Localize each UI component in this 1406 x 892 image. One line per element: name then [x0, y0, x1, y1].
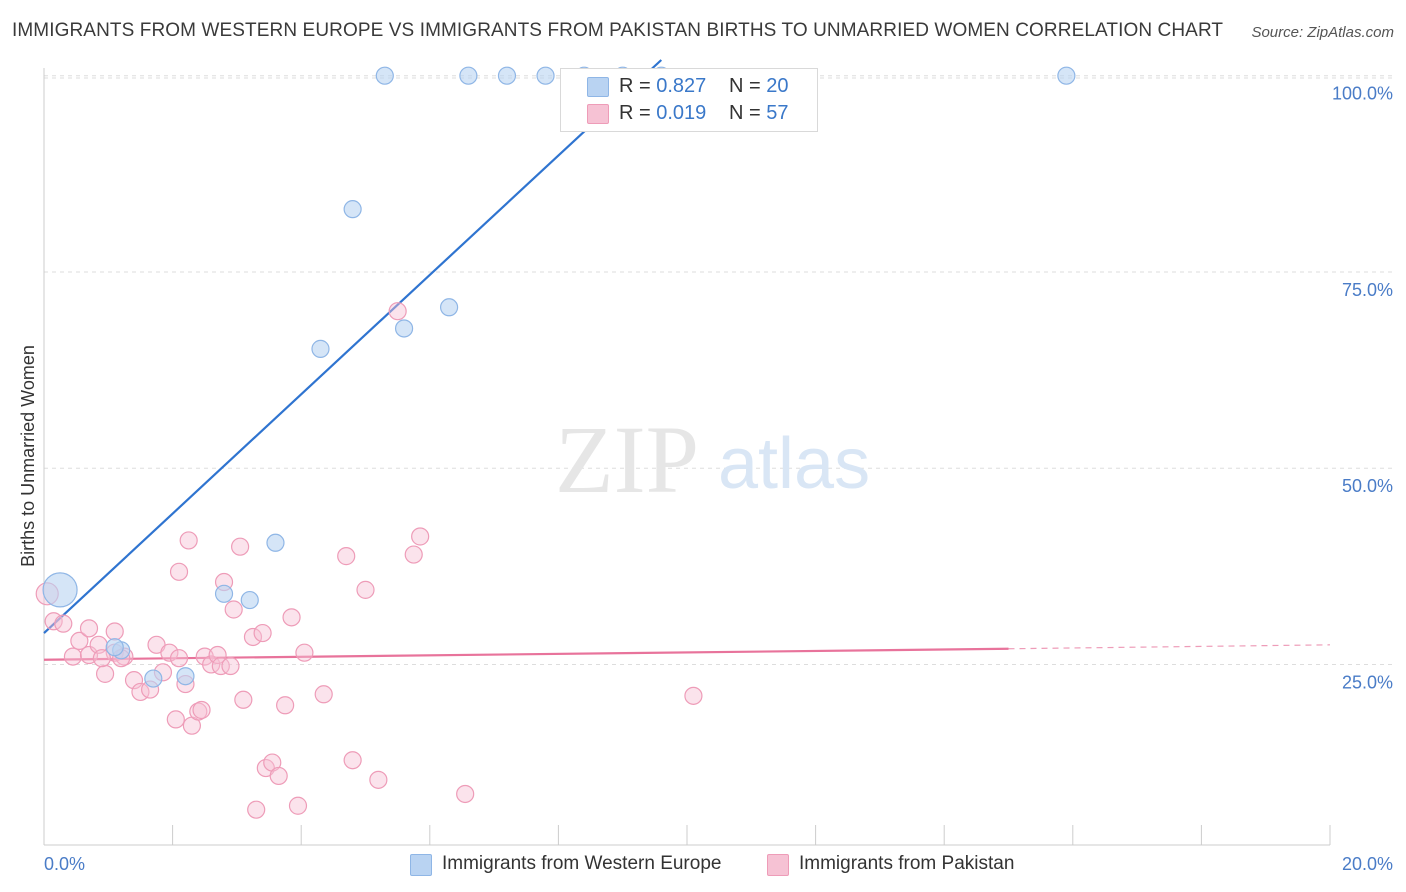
r-value: 0.019 — [656, 102, 707, 124]
western-europe-point — [266, 533, 285, 552]
bottom-legend: Immigrants from Western Europe Immigrant… — [0, 852, 1406, 880]
pakistan-point — [247, 800, 266, 819]
y-axis-label: Births to Unmarried Women — [18, 345, 38, 567]
pakistan-points — [35, 302, 703, 819]
pakistan-point — [124, 671, 144, 690]
source-label: Source: ZipAtlas.com — [1251, 24, 1394, 41]
pakistan-point — [314, 685, 333, 704]
pakistan-point — [369, 770, 388, 789]
y-tick-label: 75.0% — [1342, 280, 1393, 300]
pakistan-point — [243, 627, 263, 647]
pakistan-point — [92, 649, 111, 668]
pakistan-point — [356, 580, 375, 599]
pakistan-trend-extension — [1008, 644, 1331, 650]
r-label: R = — [619, 75, 657, 97]
pakistan-point — [234, 690, 253, 709]
watermark-zip: ZIP — [555, 406, 699, 513]
pakistan-point — [208, 645, 227, 665]
legend-row-pakistan: R = 0.019 N = 57 — [561, 100, 817, 128]
bottom-legend-label: Immigrants from Western Europe — [442, 853, 722, 874]
pakistan-point — [288, 796, 308, 815]
western-europe-point — [459, 66, 478, 85]
n-value: 20 — [766, 75, 789, 97]
pakistan-point — [276, 696, 295, 715]
western-europe-point — [497, 66, 517, 85]
western-europe-point — [1057, 66, 1076, 85]
y-tick-label: 50.0% — [1342, 476, 1393, 496]
pakistan-point — [95, 664, 115, 683]
n-value: 57 — [766, 102, 789, 124]
watermark-atlas: atlas — [718, 424, 870, 504]
pakistan-point — [221, 656, 240, 676]
pakistan-point — [105, 622, 124, 641]
r-value: 0.827 — [656, 75, 707, 97]
pakistan-point — [160, 643, 179, 662]
western-europe-point — [394, 319, 414, 338]
western-europe-point — [536, 66, 555, 85]
western-europe-point — [144, 669, 163, 688]
blue-swatch-icon — [410, 854, 432, 876]
pakistan-point — [63, 647, 83, 666]
axes — [43, 68, 1331, 846]
legend-n-pakistan: N = 57 — [729, 102, 789, 125]
x-tick-label: 20.0% — [1342, 854, 1393, 874]
y-tick-label: 100.0% — [1332, 84, 1393, 104]
gridlines — [44, 75, 1392, 665]
pakistan-point — [231, 537, 250, 556]
trend-lines — [43, 59, 1331, 661]
legend-r-pakistan: R = 0.019 — [619, 102, 706, 125]
pakistan-point — [295, 643, 314, 662]
western-europe-point — [42, 572, 78, 608]
pakistan-point — [269, 766, 288, 786]
watermark: ZIP atlas — [555, 406, 870, 513]
pakistan-point — [337, 547, 356, 566]
chart-title: IMMIGRANTS FROM WESTERN EUROPE VS IMMIGR… — [12, 20, 1224, 41]
western-europe-point — [375, 66, 394, 85]
western-europe-point — [343, 200, 362, 219]
y-tick-label: 25.0% — [1342, 672, 1393, 692]
western-europe-points — [42, 66, 1076, 688]
blue-swatch-icon — [587, 77, 609, 97]
r-label: R = — [619, 102, 657, 124]
pakistan-point — [70, 631, 89, 651]
pakistan-point — [166, 710, 185, 729]
pink-swatch-icon — [587, 104, 609, 124]
legend-r-western-europe: R = 0.827 — [619, 75, 706, 98]
pakistan-point — [211, 656, 230, 676]
western-europe-point — [240, 590, 259, 610]
pakistan-point — [169, 562, 189, 581]
legend-n-western-europe: N = 20 — [729, 75, 789, 98]
western-europe-point — [176, 667, 195, 686]
pakistan-point — [54, 614, 73, 633]
correlation-legend: R = 0.827 N = 20 R = 0.019 N = 57 — [560, 68, 818, 132]
pakistan-point — [79, 619, 99, 638]
western-europe-point — [214, 584, 234, 603]
pakistan-point — [343, 751, 362, 770]
n-label: N = — [729, 75, 767, 97]
x-tick-labels: 0.0% 20.0% — [44, 854, 1393, 874]
legend-row-western-europe: R = 0.827 N = 20 — [561, 73, 817, 101]
x-tick-label: 0.0% — [44, 854, 85, 874]
western-europe-point — [105, 638, 124, 657]
pakistan-point — [192, 700, 211, 720]
bottom-legend-label: Immigrants from Pakistan — [799, 853, 1015, 874]
western-europe-point — [311, 339, 330, 358]
pakistan-point — [169, 649, 189, 668]
pakistan-trend-line — [43, 647, 1009, 661]
pakistan-point — [282, 608, 301, 627]
n-label: N = — [729, 102, 767, 124]
pakistan-point — [253, 623, 272, 643]
pakistan-point — [404, 545, 423, 564]
pakistan-point — [388, 302, 407, 321]
pakistan-point — [224, 600, 243, 619]
y-tick-labels: 25.0% 50.0% 75.0% 100.0% — [1332, 84, 1393, 693]
pakistan-point — [456, 784, 475, 804]
pakistan-point — [411, 527, 430, 546]
western-europe-trend-line — [43, 59, 663, 634]
pakistan-point — [179, 531, 198, 550]
pakistan-point — [684, 686, 703, 705]
western-europe-point — [439, 298, 459, 317]
pink-swatch-icon — [767, 854, 789, 876]
